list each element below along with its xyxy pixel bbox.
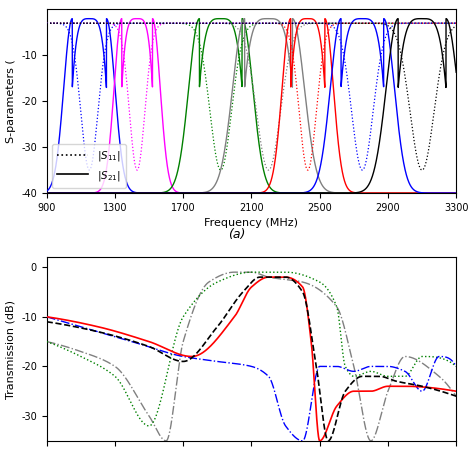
Y-axis label: S-parameters (: S-parameters (	[6, 59, 16, 143]
X-axis label: Frequency (MHz): Frequency (MHz)	[204, 219, 299, 228]
Text: (a): (a)	[228, 228, 246, 241]
Y-axis label: Transmission (dB): Transmission (dB)	[6, 300, 16, 399]
Legend: $|S_{11}|$, $|S_{21}|$: $|S_{11}|$, $|S_{21}|$	[52, 144, 126, 188]
